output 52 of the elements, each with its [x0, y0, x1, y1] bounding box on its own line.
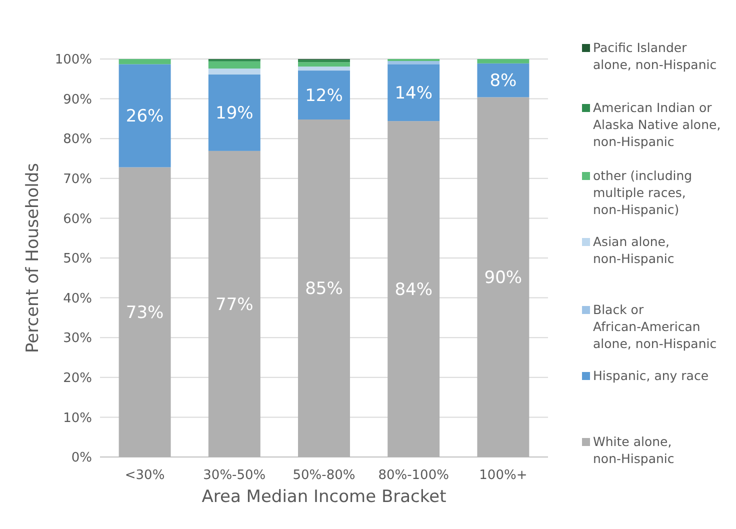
data-label: 26% — [126, 106, 164, 127]
bar — [388, 60, 440, 64]
bar — [388, 64, 440, 122]
x-tick-label: 30%-50% — [203, 468, 266, 483]
x-axis-title: Area Median Income Bracket — [202, 487, 447, 507]
bar — [298, 62, 350, 67]
y-tick-label: 60% — [63, 212, 92, 227]
data-label: 14% — [394, 84, 432, 104]
data-label: 19% — [216, 104, 254, 124]
x-tick-label: 80%-100% — [378, 468, 449, 483]
y-tick-label: 100% — [54, 52, 92, 68]
y-tick-label: 40% — [63, 291, 92, 306]
data-label: 12% — [305, 86, 343, 106]
data-label: 84% — [394, 280, 432, 300]
bar — [477, 59, 530, 64]
bar — [477, 97, 530, 457]
bar — [118, 64, 171, 168]
legend-label: Pacific Islander alone, non-Hispanic — [593, 40, 717, 72]
bar — [208, 74, 260, 151]
data-label: 90% — [484, 268, 522, 288]
y-tick-label: 80% — [63, 132, 92, 148]
bar — [208, 61, 260, 69]
legend-label: Black or African-American alone, non-Hispanic — [593, 302, 717, 351]
y-tick-label: 0% — [71, 450, 92, 466]
bar — [118, 167, 171, 457]
y-tick-label: 10% — [63, 410, 92, 426]
legend-label: Asian alone, non-Hispanic — [593, 234, 674, 266]
legend-label: White alone, non-Hispanic — [593, 434, 674, 466]
bar — [208, 68, 260, 75]
bar — [388, 121, 440, 457]
data-label: 8% — [490, 71, 517, 92]
y-tick-label: 50% — [63, 252, 92, 267]
y-tick-label: 70% — [63, 172, 92, 187]
legend-label: other (including multiple races, non-Hispanic) — [593, 168, 692, 217]
y-axis-title: Percent of Households — [23, 162, 43, 353]
bar — [298, 66, 350, 71]
legend-label: American Indian or Alaska Native alone, non-Hispanic — [593, 100, 721, 149]
x-tick-label: 100%+ — [479, 468, 528, 483]
data-label: 85% — [305, 279, 343, 300]
bar — [298, 119, 350, 457]
y-tick-label: 30% — [63, 331, 92, 346]
data-label: 73% — [126, 303, 164, 324]
y-tick-label: 20% — [63, 370, 92, 386]
bar — [298, 70, 350, 120]
x-tick-label: <30% — [124, 468, 165, 483]
bar — [477, 63, 530, 98]
y-tick-label: 90% — [63, 92, 92, 108]
bar — [208, 150, 260, 457]
x-tick-label: 50%-80% — [292, 468, 356, 483]
legend-label: Hispanic, any race — [593, 368, 709, 383]
data-label: 77% — [216, 294, 254, 315]
bar — [118, 59, 171, 64]
